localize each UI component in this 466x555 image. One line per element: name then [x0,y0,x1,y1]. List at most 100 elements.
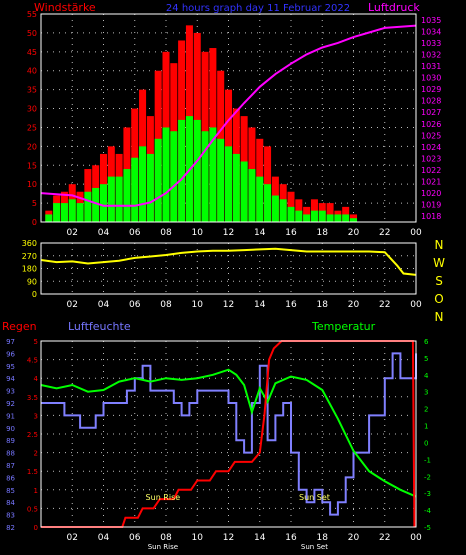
wind-mean-bar [342,214,350,222]
p3-xtick: 06 [129,533,141,543]
windstaerke-label: Windstärke [34,1,96,14]
humidity-ytick: 95 [6,363,15,371]
pressure-ytick: 1031 [421,62,441,71]
wind-mean-bar [224,146,233,222]
pressure-ytick: 1021 [421,178,441,187]
p2-xtick: 04 [98,300,110,310]
rain-ytick: 4 [34,375,39,383]
wind-mean-bar [271,195,279,222]
wind-mean-bar [162,127,170,222]
temp-ytick: 3 [424,389,428,397]
wind-mean-bar [201,131,209,222]
compass-label: S [435,274,443,288]
wind-ytick: 55 [27,10,37,19]
wind-mean-bar [53,203,61,222]
temperatur-label: Temperatur [311,320,376,333]
p3-xtick: 18 [317,533,329,543]
temperature-line [40,368,417,498]
p3-xtick: 04 [98,533,110,543]
p1-xtick: 04 [98,228,110,238]
pressure-ytick: 1027 [421,108,441,117]
humidity-ytick: 84 [6,499,15,507]
compass-label: W [433,256,445,270]
p2-xtick: 18 [317,300,329,310]
rain-line [41,340,416,528]
p3-xtick: 10 [192,533,204,543]
pressure-line [40,24,417,207]
p1-xtick: 20 [348,228,360,238]
temp-ytick: 6 [424,338,429,346]
wind-mean-bar [68,199,76,222]
temp-ytick: 5 [424,355,428,363]
p1-xtick: 22 [379,228,390,238]
direction-ytick: 0 [32,290,37,299]
wind-mean-bar [115,176,123,222]
compass-label: N [435,310,444,324]
wind-mean-bar [310,210,318,222]
p2-xtick: 22 [379,300,390,310]
humidity-ytick: 82 [6,524,15,532]
p1-xtick: 16 [285,228,297,238]
p3-xtick: 22 [379,533,390,543]
p1-xtick: 12 [223,228,234,238]
humidity-ytick: 94 [6,375,15,383]
p3-xtick: 14 [254,533,266,543]
wind-mean-bar [334,214,342,222]
p1-xtick: 18 [317,228,329,238]
sunset-bottom-label: Sun Set [301,543,328,551]
p2-xtick: 10 [192,300,204,310]
p2-xtick: 14 [254,300,266,310]
wind-ytick: 50 [27,29,37,38]
p1-xtick: 08 [160,228,172,238]
wind-mean-bar [84,191,92,222]
humidity-ytick: 83 [6,512,15,520]
p2-xtick: 12 [223,300,234,310]
p1-xtick: 02 [67,228,78,238]
wind-mean-bar [123,169,131,222]
p1-frame [40,13,417,223]
wind-mean-bar [295,210,303,222]
wind-ytick: 0 [32,218,37,227]
humidity-ytick: 97 [6,338,15,346]
humidity-ytick: 90 [6,425,15,433]
wind-ytick: 10 [27,180,37,189]
regen-label: Regen [2,320,37,333]
p2-xtick: 02 [67,300,78,310]
pressure-ytick: 1019 [421,201,441,210]
p1-xtick: 10 [192,228,204,238]
wind-mean-bar [92,187,100,222]
wind-mean-bar [76,203,84,222]
wind-mean-bar [193,119,201,222]
rain-ytick: 0.5 [27,505,38,513]
pressure-ytick: 1028 [421,97,441,106]
pressure-ytick: 1030 [421,74,441,83]
rain-ytick: 5 [34,338,38,346]
p1-xtick: 06 [129,228,141,238]
temp-ytick: -1 [424,456,431,464]
sunset-label: Sun Set [299,493,330,502]
wind-mean-bar [240,161,248,222]
temp-ytick: 1 [424,423,428,431]
humidity-ytick: 86 [6,474,15,482]
temp-ytick: 2 [424,406,428,414]
p3-xtick: 16 [285,533,297,543]
temp-ytick: -5 [424,524,431,532]
wind-mean-bar [248,169,256,222]
pressure-ytick: 1025 [421,131,441,140]
wind-mean-bar [318,210,326,222]
wind-mean-bar [349,218,358,222]
direction-ytick: 360 [22,239,37,248]
sunrise-bottom-label: Sun Rise [148,543,178,551]
wind-mean-bar [146,153,154,222]
rain-ytick: 2.5 [27,431,38,439]
temp-ytick: -4 [424,507,432,515]
p2-frame [40,242,417,295]
pressure-ytick: 1034 [421,27,441,36]
compass-label: N [435,238,444,252]
humidity-ytick: 91 [6,412,15,420]
luftdruck-label: Luftdruck [368,1,420,14]
wind-ytick: 40 [27,67,37,76]
wind-ytick: 15 [27,161,37,170]
wind-mean-bar [232,153,240,222]
